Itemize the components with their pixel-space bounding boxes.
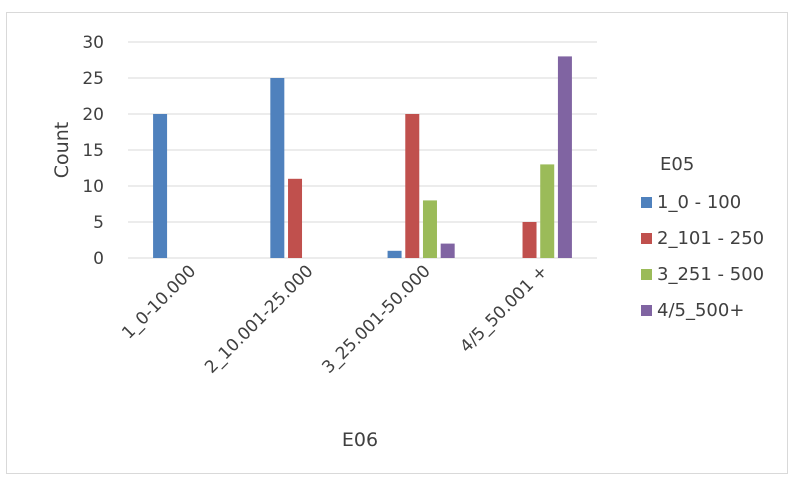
bar bbox=[422, 200, 437, 258]
bar bbox=[270, 78, 285, 258]
x-tick-label: 3_25.001-50.000 bbox=[318, 261, 434, 377]
bars bbox=[153, 56, 572, 259]
y-tick-label: 30 bbox=[82, 33, 104, 53]
y-tick-label: 10 bbox=[82, 177, 104, 197]
x-axis-ticks: 1_0-10.000 2_10.001-25.000 3_25.001-50.000… bbox=[118, 261, 552, 377]
legend-swatch bbox=[641, 269, 652, 280]
bar bbox=[440, 243, 455, 258]
bar bbox=[387, 250, 402, 258]
y-tick-label: 5 bbox=[93, 213, 104, 233]
y-tick-label: 25 bbox=[82, 69, 104, 89]
bar bbox=[288, 178, 303, 258]
gridlines bbox=[128, 41, 597, 259]
legend-swatch bbox=[641, 197, 652, 208]
legend-label: 1_0 - 100 bbox=[657, 192, 741, 213]
y-tick-label: 15 bbox=[82, 141, 104, 161]
x-tick-label: 2_10.001-25.000 bbox=[201, 261, 317, 377]
bar bbox=[540, 164, 555, 258]
y-tick-label: 20 bbox=[82, 105, 104, 125]
bar bbox=[522, 222, 537, 258]
legend: E05 1_0 - 100 2_101 - 250 3_251 - 500 4/5_5… bbox=[641, 154, 764, 321]
legend-label: 3_251 - 500 bbox=[657, 264, 764, 285]
y-axis-title: Count bbox=[51, 122, 73, 178]
x-axis-title: E06 bbox=[342, 429, 378, 451]
x-tick-label: 4/5_50.001 + bbox=[456, 261, 551, 356]
legend-label: 2_101 - 250 bbox=[657, 228, 764, 249]
y-axis-ticks: 0 5 10 15 20 25 30 bbox=[82, 33, 104, 269]
legend-title: E05 bbox=[660, 154, 694, 175]
bar bbox=[405, 114, 420, 258]
legend-label: 4/5_500+ bbox=[657, 300, 744, 321]
legend-swatch bbox=[641, 305, 652, 316]
y-tick-label: 0 bbox=[93, 249, 104, 269]
legend-swatch bbox=[641, 233, 652, 244]
chart-frame bbox=[6, 12, 788, 474]
x-tick-label: 1_0-10.000 bbox=[118, 261, 200, 343]
bar bbox=[557, 56, 572, 259]
bar bbox=[153, 114, 168, 258]
